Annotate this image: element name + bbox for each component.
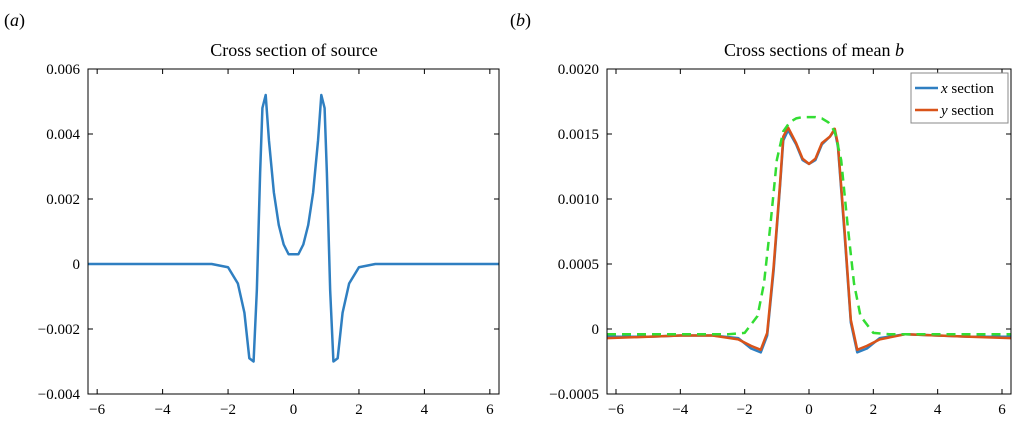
panel-b-marks: −6 −4 −2 0 2 4 6 −0.0005 0 0.0005 0.0010 0.0015 0.00…	[549, 62, 1012, 418]
legend-entry-x: x section	[940, 81, 994, 97]
y-tick-label: 0.004	[46, 127, 80, 143]
x-tick-label: 0	[805, 402, 813, 418]
panel-a-axes-box	[87, 68, 500, 395]
y-tick-label: 0	[592, 322, 600, 338]
series-line-0	[88, 93, 499, 363]
x-tick-label: −4	[155, 402, 171, 418]
y-tick-label: 0.0010	[558, 192, 599, 208]
x-tick-label: 0	[290, 402, 298, 418]
x-tick-label: 6	[486, 402, 494, 418]
y-tick-label: −0.0005	[549, 387, 599, 403]
y-tick-label: 0	[73, 257, 81, 273]
y-tick-label: −0.004	[38, 387, 81, 403]
x-tick-label: −2	[737, 402, 753, 418]
y-tick-label: 0.002	[46, 192, 80, 208]
panel-a-marks: −6 −4 −2 0 2 4 6 −0.004 −0.002 0 0.002 0.004 0.006	[38, 62, 499, 418]
x-tick-label: −4	[672, 402, 688, 418]
y-tick-label: 0.0015	[558, 127, 599, 143]
series-line-1	[606, 126, 1012, 352]
panel-a-title: Cross section of source	[210, 40, 377, 60]
x-tick-label: −6	[608, 402, 624, 418]
panel-b-axes-box	[606, 68, 1012, 395]
y-tick-label: 0.006	[46, 62, 80, 78]
y-tick-label: 0.0020	[558, 62, 599, 78]
x-tick-label: 2	[870, 402, 878, 418]
x-tick-label: −6	[89, 402, 105, 418]
panel-b-label: (b)	[510, 10, 531, 31]
y-tick-label: −0.002	[38, 322, 80, 338]
panel-a-label: (a)	[4, 10, 25, 31]
x-tick-label: 4	[934, 402, 942, 418]
x-tick-label: 2	[355, 402, 363, 418]
x-tick-label: 6	[998, 402, 1006, 418]
x-tick-label: −2	[220, 402, 236, 418]
panel-a: (a) Cross section of source −6 −4 −2 0 2 4 6 −0…	[4, 10, 500, 418]
x-tick-label: 4	[421, 402, 429, 418]
panel-b-title: Cross sections of mean b	[724, 40, 904, 60]
legend-entry-y: y section	[939, 103, 994, 119]
legend: x section y section	[910, 72, 1009, 124]
legend-box	[910, 72, 1009, 124]
panel-b: (b) Cross sections of mean b −6 −4 −2 0 2 4 6−…	[510, 10, 1012, 418]
series-line-2	[607, 115, 1011, 336]
y-tick-label: 0.0005	[558, 257, 599, 273]
